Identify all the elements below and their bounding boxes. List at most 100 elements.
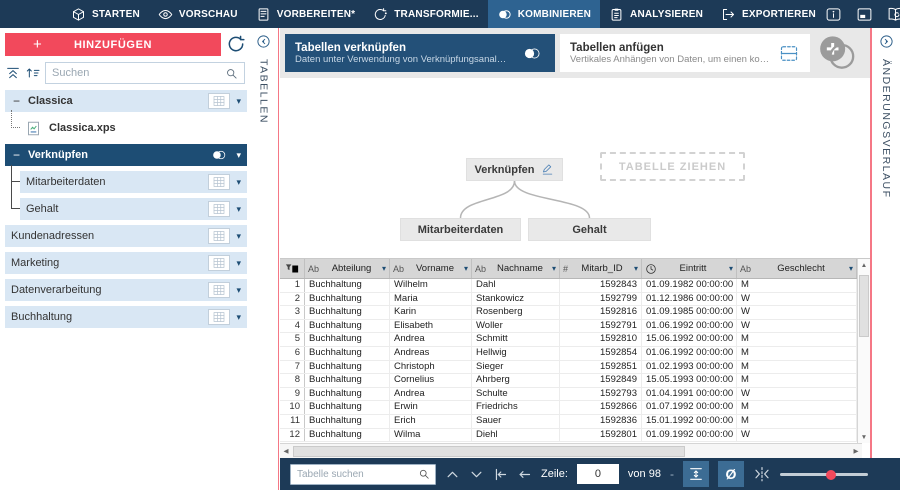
tree-item-marketing[interactable]: Marketing ▾ [5,252,247,274]
fit-row-height-button[interactable] [682,461,709,487]
column-header-mitarb_id[interactable]: # Mitarb_ID ▾ [560,259,642,278]
column-header-geschlecht[interactable]: Ab Geschlecht ▾ [737,259,857,278]
table-row[interactable]: 10 Buchhaltung Erwin Friedrichs 1592866 01.07… [280,401,857,415]
add-join-icon[interactable] [815,33,857,73]
chevron-down-icon[interactable]: ▾ [236,176,241,187]
tree-item-classica-xps[interactable]: Classica.xps [11,110,247,139]
tab-analysieren[interactable]: ANALYSIEREN [600,0,712,28]
append-tables-card[interactable]: Tabellen anfügen Vertikales Anhängen von… [560,34,810,72]
chevron-down-icon[interactable]: ▾ [236,95,241,106]
column-name: Vorname [415,263,455,274]
collapse-all-icon[interactable] [5,65,21,81]
column-header-vorname[interactable]: Ab Vorname ▾ [390,259,472,278]
scroll-left-icon[interactable]: ◀ [283,448,289,455]
table-row[interactable]: 2 Buchhaltung Maria Stankowicz 1592799 01.12.… [280,292,857,307]
chevron-down-icon[interactable] [469,467,484,482]
show-nulls-button[interactable]: Ø [717,461,744,487]
scroll-up-icon[interactable]: ▲ [860,261,868,269]
filter-table-icon[interactable] [283,262,301,276]
collapse-panel-icon[interactable] [256,34,271,49]
tree-item-verkn-pfen[interactable]: − Verknüpfen ▾ [5,144,247,166]
edit-pencil-icon[interactable] [541,163,554,176]
window-icon[interactable] [856,6,873,23]
zoom-slider[interactable] [779,467,868,481]
hamburger-menu-icon[interactable] [0,0,30,28]
right-panel-divider[interactable] [870,28,872,458]
chevron-down-icon[interactable]: ▾ [551,264,556,273]
tree-item-kundenadressen[interactable]: Kundenadressen ▾ [5,225,247,247]
tree-item-classica[interactable]: − Classica ▾ [5,90,247,112]
chevron-up-icon[interactable] [445,467,460,482]
left-panel-divider[interactable] [277,28,279,490]
table-search-input[interactable] [291,468,418,480]
info-icon[interactable] [825,6,842,23]
table-cell: 1592836 [560,414,642,428]
tree-item-datenverarbeitung[interactable]: Datenverarbeitung ▾ [5,279,247,301]
chevron-down-icon[interactable]: ▾ [236,230,241,241]
table-cell: W [737,319,857,333]
chevron-down-icon[interactable]: ▾ [236,284,241,295]
column-header-nachname[interactable]: Ab Nachname ▾ [472,259,560,278]
tab-vorschau[interactable]: VORSCHAU [149,0,247,28]
expand-panel-icon[interactable] [879,34,894,49]
chevron-down-icon[interactable]: ▾ [381,264,386,273]
tab-vorbereiten[interactable]: VORBEREITEN* [247,0,365,28]
source-node-label: Mitarbeiterdaten [417,223,504,236]
table-row[interactable]: 4 Buchhaltung Elisabeth Woller 1592791 01.06.… [280,319,857,334]
chevron-down-icon[interactable]: ▾ [633,264,638,273]
chevron-down-icon[interactable]: ▾ [463,264,468,273]
drag-table-dropzone[interactable]: TABELLE ZIEHEN [600,152,745,181]
vertical-scroll-thumb[interactable] [859,275,869,337]
collapse-minus-icon[interactable]: − [13,94,21,108]
column-header-eintritt[interactable]: Eintritt ▾ [642,259,737,278]
chevron-down-icon[interactable]: ▾ [236,257,241,268]
learning-icon[interactable] [887,6,900,23]
join-node[interactable]: Verknüpfen [466,158,563,181]
previous-row-icon[interactable] [517,467,532,482]
slider-handle[interactable] [825,469,836,480]
tab-kombinieren[interactable]: KOMBINIEREN [487,0,601,28]
table-cell: Friedrichs [472,401,560,414]
column-header-rownumber[interactable] [280,259,305,278]
horizontal-scroll-thumb[interactable] [293,445,685,457]
source-table-node[interactable]: Mitarbeiterdaten [400,218,521,241]
add-table-button[interactable]: + HINZUFÜGEN [5,33,221,56]
table-row[interactable]: 12 Buchhaltung Wilma Diehl 1592801 01.09.1992… [280,428,857,443]
table-row[interactable]: 11 Buchhaltung Erich Sauer 1592836 15.01.1992… [280,414,857,429]
tab-starten[interactable]: STARTEN [62,0,149,28]
scroll-right-icon[interactable]: ▶ [853,448,859,455]
collapse-minus-icon[interactable]: − [13,148,21,162]
fit-columns-icon[interactable] [753,465,771,483]
table-row[interactable]: 3 Buchhaltung Karin Rosenberg 1592816 01.09.1… [280,306,857,320]
tree-item-buchhaltung[interactable]: Buchhaltung ▾ [5,306,247,328]
chevron-down-icon[interactable]: ▾ [236,149,241,160]
sidebar-search-input[interactable] [46,67,225,79]
zoom-out-icon[interactable]: - [669,467,674,481]
table-row[interactable]: 8 Buchhaltung Cornelius Ahrberg 1592849 15.05… [280,374,857,388]
row-number-input[interactable] [576,464,619,484]
first-row-icon[interactable] [493,467,508,482]
scroll-down-icon[interactable]: ▼ [860,433,868,441]
table-cell: M [737,414,857,428]
table-row[interactable]: 9 Buchhaltung Andrea Schulte 1592793 01.04.19… [280,387,857,402]
tree-item-mitarbeiterdaten[interactable]: Mitarbeiterdaten ▾ [11,165,247,193]
horizontal-scrollbar[interactable]: ◀ ▶ [280,443,862,458]
vertical-scrollbar[interactable]: ▲ ▼ [857,259,870,443]
tab-transformie[interactable]: TRANSFORMIE... [364,0,487,28]
table-row[interactable]: 7 Buchhaltung Christoph Sieger 1592851 01.02.… [280,360,857,375]
tree-item-gehalt[interactable]: Gehalt ▾ [11,165,247,220]
source-table-node[interactable]: Gehalt [528,218,651,241]
tab-exportieren[interactable]: EXPORTIEREN [712,0,825,28]
chevron-down-icon[interactable]: ▾ [848,264,853,273]
table-cell: Buchhaltung [305,346,390,360]
chevron-down-icon[interactable]: ▾ [728,264,733,273]
table-row[interactable]: 1 Buchhaltung Wilhelm Dahl 1592843 01.09.1982… [280,279,857,293]
chevron-down-icon[interactable]: ▾ [236,311,241,322]
table-row[interactable]: 5 Buchhaltung Andrea Schmitt 1592810 15.06.19… [280,333,857,347]
table-row[interactable]: 6 Buchhaltung Andreas Hellwig 1592854 01.06.1… [280,346,857,361]
refresh-icon[interactable] [226,34,248,56]
column-header-abteilung[interactable]: Ab Abteilung ▾ [305,259,390,278]
chevron-down-icon[interactable]: ▾ [236,203,241,214]
sort-icon[interactable] [25,65,41,81]
join-tables-card[interactable]: Tabellen verknüpfen Daten unter Verwendu… [285,34,555,72]
